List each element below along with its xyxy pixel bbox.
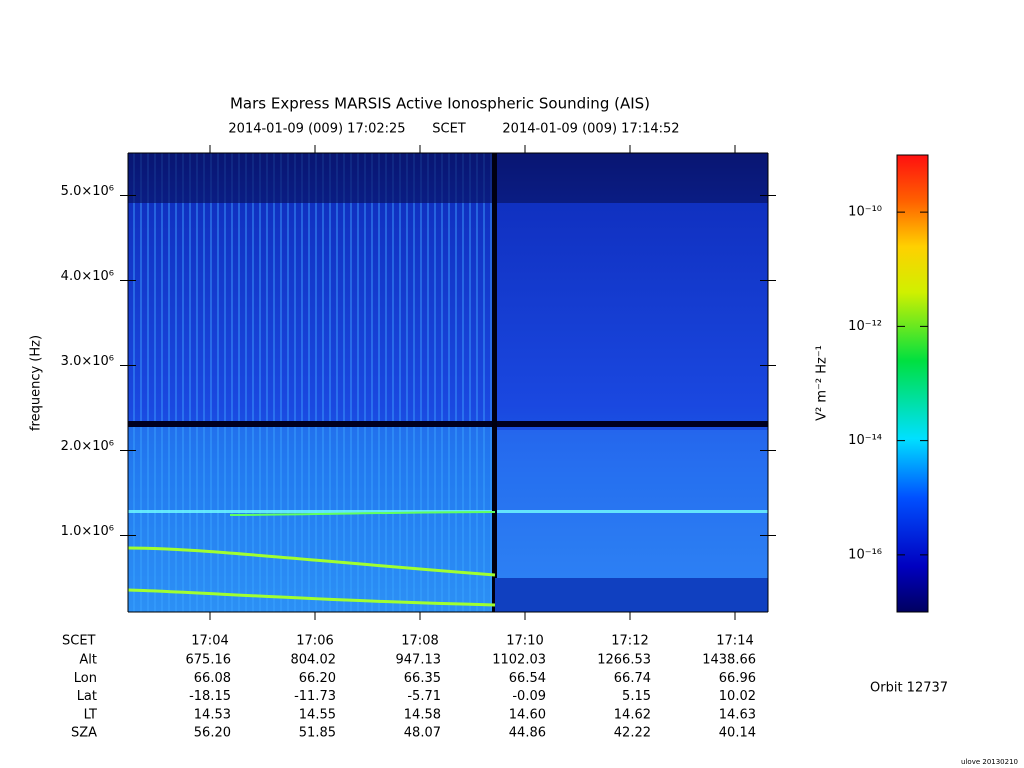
ephemeris-value: 42.22 — [614, 726, 651, 741]
colorbar-tick-label: 10⁻¹⁴ — [848, 433, 882, 448]
x-tick-label: 17:04 — [191, 634, 228, 649]
ephemeris-value: 5.15 — [622, 689, 651, 704]
spectrogram-image — [127, 153, 768, 612]
ephemeris-value: -11.73 — [294, 689, 336, 704]
colorbar — [896, 154, 929, 613]
chart-title: Mars Express MARSIS Active Ionospheric S… — [230, 95, 650, 113]
ephemeris-label: LT — [84, 707, 97, 722]
colorbar-tick-label: 10⁻¹⁶ — [848, 547, 882, 562]
ephemeris-value: 44.86 — [509, 726, 546, 741]
ephemeris-value: 14.53 — [194, 707, 231, 722]
x-tick-label: 17:08 — [401, 634, 438, 649]
ephemeris-label: Alt — [79, 653, 97, 668]
colorbar-tick-label: 10⁻¹⁰ — [848, 205, 882, 220]
ephemeris-value: 66.08 — [194, 671, 231, 686]
ephemeris-value: 1438.66 — [702, 653, 756, 668]
ephemeris-value: 804.02 — [291, 653, 337, 668]
ephemeris-value: 66.54 — [509, 671, 546, 686]
subtitle-scet: SCET — [432, 122, 466, 137]
ephemeris-value: 51.85 — [299, 726, 336, 741]
x-tick-label: 17:10 — [506, 634, 543, 649]
ephemeris-value: 947.13 — [396, 653, 442, 668]
ephemeris-value: 675.16 — [186, 653, 232, 668]
ephemeris-value: -0.09 — [512, 689, 546, 704]
ephemeris-value: 40.14 — [719, 726, 756, 741]
colorbar-label: V² m⁻² Hz⁻¹ — [815, 345, 830, 421]
ephemeris-label: Lat — [77, 689, 97, 704]
y-tick-label: 4.0×10⁶ — [61, 269, 114, 284]
ephemeris-value: 14.63 — [719, 707, 756, 722]
footer: ulove 20130210 — [961, 758, 1018, 766]
colorbar-tick-label: 10⁻¹² — [848, 319, 882, 334]
x-tick-label: 17:14 — [716, 634, 753, 649]
ephemeris-value: 1102.03 — [492, 653, 546, 668]
y-tick-label: 3.0×10⁶ — [61, 354, 114, 369]
ephemeris-value: 66.35 — [404, 671, 441, 686]
ephemeris-value: 1266.53 — [597, 653, 651, 668]
orbit-label: Orbit 12737 — [870, 681, 948, 696]
ephemeris-value: 14.62 — [614, 707, 651, 722]
ephemeris-value: 66.20 — [299, 671, 336, 686]
y-tick-label: 1.0×10⁶ — [61, 524, 114, 539]
ephemeris-value: 14.60 — [509, 707, 546, 722]
ephemeris-value: 14.58 — [404, 707, 441, 722]
ephemeris-value: -18.15 — [189, 689, 231, 704]
y-axis-label: frequency (Hz) — [29, 335, 44, 431]
ephemeris-label: SZA — [71, 726, 97, 741]
x-tick-label: 17:06 — [296, 634, 333, 649]
subtitle-start: 2014-01-09 (009) 17:02:25 — [228, 122, 405, 137]
ephemeris-time-label: SCET — [62, 634, 96, 649]
y-tick-label: 5.0×10⁶ — [61, 184, 114, 199]
y-tick-label: 2.0×10⁶ — [61, 439, 114, 454]
ephemeris-value: 10.02 — [719, 689, 756, 704]
subtitle-end: 2014-01-09 (009) 17:14:52 — [502, 122, 679, 137]
ephemeris-value: 66.96 — [719, 671, 756, 686]
ephemeris-value: -5.71 — [407, 689, 441, 704]
ephemeris-value: 48.07 — [404, 726, 441, 741]
ephemeris-label: Lon — [74, 671, 97, 686]
x-tick-label: 17:12 — [611, 634, 648, 649]
ephemeris-value: 14.55 — [299, 707, 336, 722]
ephemeris-value: 66.74 — [614, 671, 651, 686]
ephemeris-value: 56.20 — [194, 726, 231, 741]
